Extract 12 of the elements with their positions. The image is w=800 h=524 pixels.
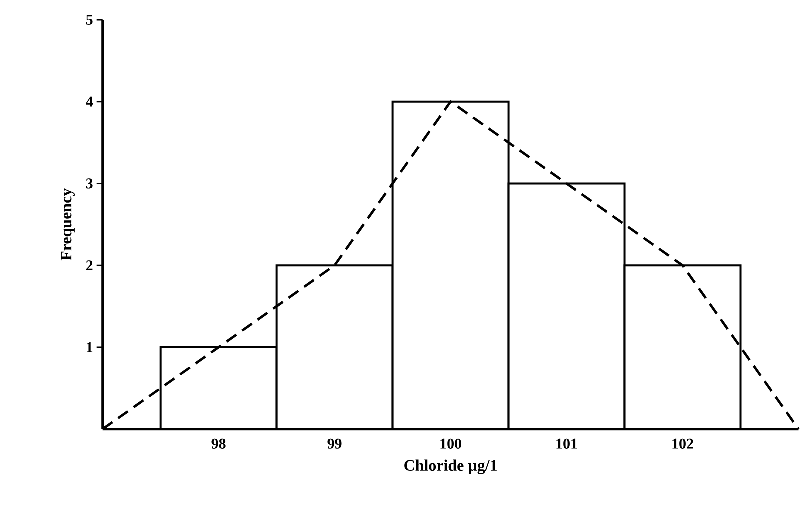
x-axis-title: Chloride µg/1	[404, 460, 497, 474]
x-tick-label: 100	[440, 438, 462, 449]
x-tick-label: 102	[672, 438, 694, 449]
y-tick-label: 1	[87, 342, 93, 352]
y-tick-label: 4	[86, 96, 94, 107]
x-tick-label: 101	[556, 438, 578, 449]
y-tick-label: 3	[86, 178, 93, 189]
y-axis-title: Frequency	[61, 188, 75, 261]
x-tick-label: 98	[212, 438, 226, 449]
x-tick-label: 99	[328, 438, 342, 449]
y-tick-label: 5	[86, 14, 93, 25]
y-tick-label: 2	[86, 260, 93, 270]
